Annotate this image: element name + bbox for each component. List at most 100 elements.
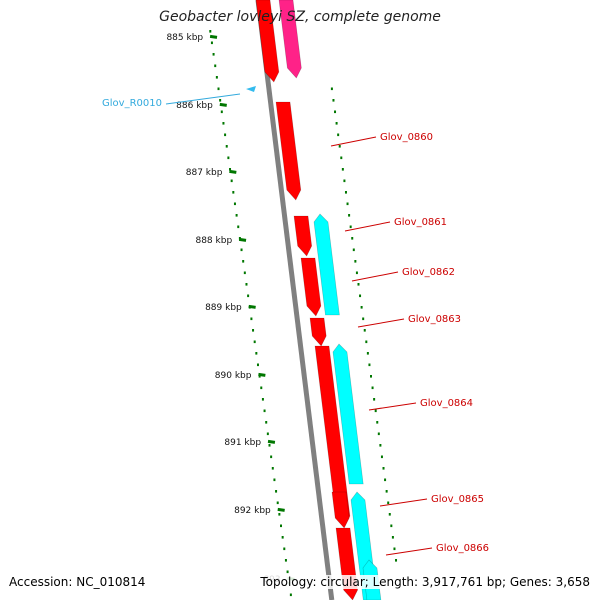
ruler-dot (286, 570, 289, 574)
ruler-dot (240, 248, 243, 252)
ruler-dot (255, 352, 258, 355)
gene-feature (278, 0, 302, 79)
ruler-dot (212, 53, 215, 56)
ruler-dot (266, 432, 269, 436)
ruler-dot (222, 122, 225, 125)
ruler-dot (215, 76, 218, 79)
gene-feature (275, 101, 302, 201)
outer-dot (363, 329, 366, 332)
map-title: Geobacter lovleyi SZ, complete genome (159, 9, 441, 25)
label-leader-line (357, 318, 405, 328)
ruler-tick-label: 886 kbp (176, 101, 213, 111)
outer-dot (337, 133, 340, 137)
outer-dot (388, 513, 391, 516)
gene-feature (331, 491, 350, 529)
ruler-tick (229, 169, 237, 174)
gene-label: Glov_0861 (394, 217, 447, 228)
ruler-tick (209, 34, 218, 39)
outer-dot (390, 524, 393, 528)
ruler-dot (283, 547, 286, 551)
outer-dot (393, 547, 396, 551)
label-leader-line (330, 136, 377, 147)
gene-label: Glov_0865 (431, 494, 484, 505)
ruler-dot (220, 110, 223, 114)
ruler-dot (243, 271, 246, 275)
outer-dot (349, 225, 352, 229)
ruler-dot (217, 87, 220, 91)
ruler-dot (270, 455, 273, 459)
ruler-dot (219, 99, 222, 102)
ruler-tick-label: 888 kbp (195, 236, 232, 246)
label-leader-line (385, 547, 433, 556)
ruler-tick-label: 892 kbp (234, 506, 271, 516)
ruler-dot (232, 191, 235, 194)
rna-marker (246, 86, 256, 92)
ruler-dot (233, 202, 236, 206)
outer-dot (334, 110, 337, 114)
ruler-dot (256, 363, 259, 367)
outer-dot (370, 375, 372, 378)
label-leader-line (344, 221, 391, 232)
gene-feature (300, 257, 322, 317)
ruler-dot (273, 478, 276, 482)
ruler-dot (281, 536, 284, 539)
ruler-dot (230, 179, 233, 183)
ruler-dot (242, 260, 245, 263)
outer-dot (344, 191, 347, 194)
gene-label: Glov_R0010 (102, 98, 162, 109)
gene-label: Glov_0864 (420, 398, 473, 409)
ruler-dot (209, 30, 212, 33)
ruler-dot (227, 156, 230, 160)
ruler-tick-label: 887 kbp (186, 168, 223, 178)
ruler-dot (252, 329, 255, 332)
genome-backbone (255, 0, 335, 601)
ruler-dot (278, 513, 281, 516)
ruler-dot (263, 409, 266, 413)
outer-dot (343, 179, 346, 183)
outer-dot (360, 306, 363, 309)
ruler-tick (267, 439, 276, 444)
outer-dot (341, 168, 344, 171)
ruler-dot (225, 145, 228, 148)
ruler-dot (253, 340, 256, 344)
ruler-dot (271, 467, 274, 470)
outer-dot (340, 156, 343, 160)
ruler-tick-label: 891 kbp (224, 438, 261, 448)
ruler-dot (276, 501, 279, 505)
ruler-tick (248, 304, 256, 309)
outer-dot (368, 363, 371, 367)
outer-dot (382, 467, 385, 470)
outer-dot (371, 386, 374, 390)
outer-dot (387, 501, 390, 505)
ruler-tick (277, 507, 285, 512)
outer-dot (352, 248, 355, 252)
ruler-tick (258, 372, 266, 377)
outer-dot (365, 340, 368, 344)
outer-dot (355, 271, 358, 275)
ruler-tick-label: 885 kbp (166, 33, 203, 43)
ruler-dot (275, 490, 278, 493)
outer-dot (357, 283, 360, 286)
accession-text: Accession: NC_010814 (9, 575, 146, 589)
ruler-dot (265, 421, 268, 424)
ruler-dot (284, 559, 287, 562)
outer-dot (330, 87, 333, 91)
ruler-dot (268, 444, 271, 447)
outer-dot (379, 444, 382, 447)
gene-label: Glov_0866 (436, 543, 489, 554)
gene-feature (309, 317, 327, 347)
outer-dot (348, 214, 351, 217)
outer-dot (359, 294, 362, 298)
outer-dot (362, 317, 365, 321)
outer-dot (374, 409, 377, 413)
outer-dot (338, 145, 341, 148)
label-leader-line (379, 498, 428, 507)
gene-label: Glov_0860 (380, 132, 433, 143)
ruler-dot (260, 386, 263, 390)
gene-feature (332, 343, 364, 485)
ruler-dot (210, 41, 213, 45)
ruler-dot (261, 398, 264, 401)
ruler-dot (229, 168, 232, 171)
